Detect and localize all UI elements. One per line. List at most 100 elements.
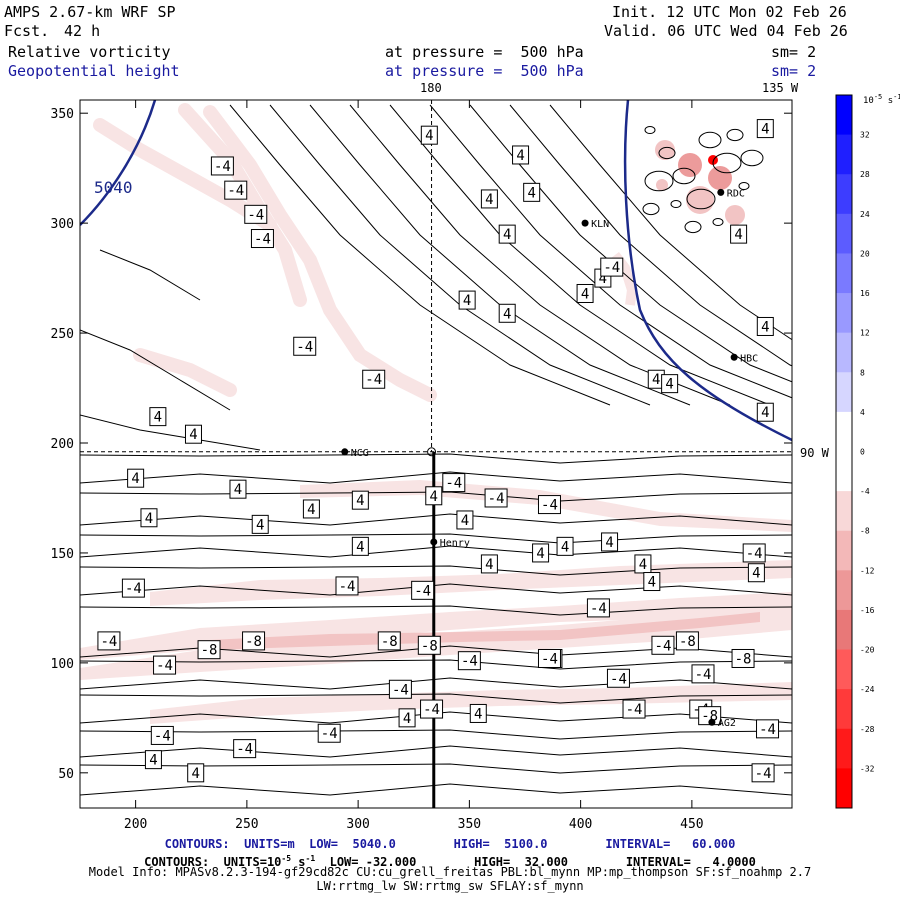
height-contour-5040	[80, 100, 157, 226]
contour-label-box	[601, 532, 619, 552]
colorbar-swatch	[836, 332, 852, 373]
contour-label: 4	[556, 536, 574, 556]
contour-label: 4	[140, 508, 158, 528]
contour-label-box	[388, 679, 412, 699]
vorticity-contour	[712, 152, 742, 174]
contour-label: -4	[622, 699, 646, 719]
contour-label-box	[97, 631, 121, 651]
contour-label: -4	[362, 369, 386, 389]
contour-label-box	[606, 668, 630, 688]
contour-label: -4	[293, 336, 317, 356]
x-tick-label: 400	[569, 817, 592, 832]
contour-label: -4	[742, 543, 766, 563]
contour-label: 4	[420, 125, 438, 145]
contour-label: -8	[675, 631, 699, 651]
vorticity-contour	[80, 605, 792, 616]
colorbar-tick-label: 4	[860, 408, 865, 417]
colorbar-tick-label: -28	[860, 725, 875, 734]
contour-label-box	[756, 119, 774, 139]
x-tick-label: 250	[235, 817, 258, 832]
contour-label-box	[411, 580, 435, 600]
colorbar-tick-label: -32	[860, 764, 875, 773]
contour-label: 4	[498, 303, 516, 323]
colorbar-tick-label: -24	[860, 685, 875, 694]
contour-label: -4	[233, 739, 257, 759]
contour-label-box	[756, 316, 774, 336]
contour-label-box	[512, 145, 530, 165]
contour-label: -4	[150, 725, 174, 745]
contour-label: -4	[210, 156, 234, 176]
colorbar-swatch	[836, 95, 852, 136]
contour-label-box	[187, 763, 205, 783]
contour-label: 4	[756, 316, 774, 336]
vorticity-maximum	[708, 166, 732, 190]
contour-label-box	[425, 486, 443, 506]
vorticity-contour	[698, 131, 722, 149]
contour-label-value: -4	[247, 207, 264, 223]
contour-label: 4	[302, 499, 320, 519]
field1-smoothing: sm= 2	[771, 43, 817, 61]
vorticity-contour	[712, 218, 724, 226]
station-label: KLN	[591, 219, 609, 230]
contour-label-value: -4	[755, 766, 772, 782]
contour-label-value: -4	[603, 260, 620, 276]
contour-label-value: -4	[541, 651, 558, 667]
contour-label-value: -4	[392, 682, 409, 698]
station-label: Henry	[440, 538, 470, 549]
contour-label-value: 4	[503, 306, 511, 322]
contour-label-value: 4	[516, 148, 524, 164]
vorticity-contour	[309, 104, 691, 406]
vorticity-maximum	[678, 153, 702, 177]
contour-label-value: -8	[735, 651, 752, 667]
contour-label: 4	[756, 402, 774, 422]
vorticity-contour	[389, 104, 771, 406]
contour-label-box	[153, 655, 177, 675]
footer-physics: LW:rrtmg_lw SW:rrtmg_sw SFLAY:sf_mynn	[316, 879, 584, 893]
contour-label: 4	[149, 407, 167, 427]
contour-label: -4	[224, 180, 248, 200]
colorbar-swatch	[836, 570, 852, 611]
contour-label-box	[127, 468, 145, 488]
contour-label-value: 4	[734, 227, 742, 243]
colorbar-swatch	[836, 689, 852, 730]
contour-label-box	[229, 479, 247, 499]
station-label: HBC	[740, 353, 758, 364]
contour-label-box	[377, 631, 401, 651]
contour-label-value: -8	[201, 643, 218, 659]
contour-label-value: 4	[485, 192, 493, 208]
contour-label: 4	[229, 479, 247, 499]
contour-label: -4	[244, 204, 268, 224]
contour-label-value: 4	[652, 372, 660, 388]
contour-label-value: -4	[339, 579, 356, 595]
contour-label: 4	[643, 572, 661, 592]
contour-label: -8	[197, 640, 221, 660]
contour-label: -4	[250, 229, 274, 249]
contour-label-box	[150, 725, 174, 745]
contour-label-box	[144, 750, 162, 770]
negative-vorticity-streak	[203, 105, 437, 402]
contour-label: -4	[97, 631, 121, 651]
colorbar-swatch	[836, 213, 852, 254]
label-135w: 135 W	[762, 81, 799, 95]
forecast-hour: 42 h	[64, 22, 101, 40]
contour-label-value: -4	[321, 726, 338, 742]
y-tick-label: 250	[51, 327, 74, 342]
colorbar-swatch	[836, 451, 852, 492]
contour-label: 4	[184, 424, 202, 444]
vorticity-contour	[672, 167, 696, 185]
footer-model-info: Model Info: MPASv8.2.3-194-gf29cd82c CU:…	[88, 865, 812, 879]
vorticity-contour	[349, 104, 731, 406]
contour-label-value: -4	[445, 476, 462, 492]
contour-label-box	[523, 182, 541, 202]
contour-label: 4	[576, 283, 594, 303]
contour-label-value: 4	[307, 502, 315, 518]
y-tick-label: 100	[51, 657, 74, 672]
colorbar-tick-label: 24	[860, 210, 870, 219]
contour-label-value: 4	[527, 185, 535, 201]
vorticity-contour	[99, 249, 201, 301]
label-90w: 90 W	[800, 446, 829, 460]
contour-label-value: 4	[356, 539, 364, 555]
station-marker	[341, 448, 349, 456]
colorbar-swatch	[836, 728, 852, 769]
